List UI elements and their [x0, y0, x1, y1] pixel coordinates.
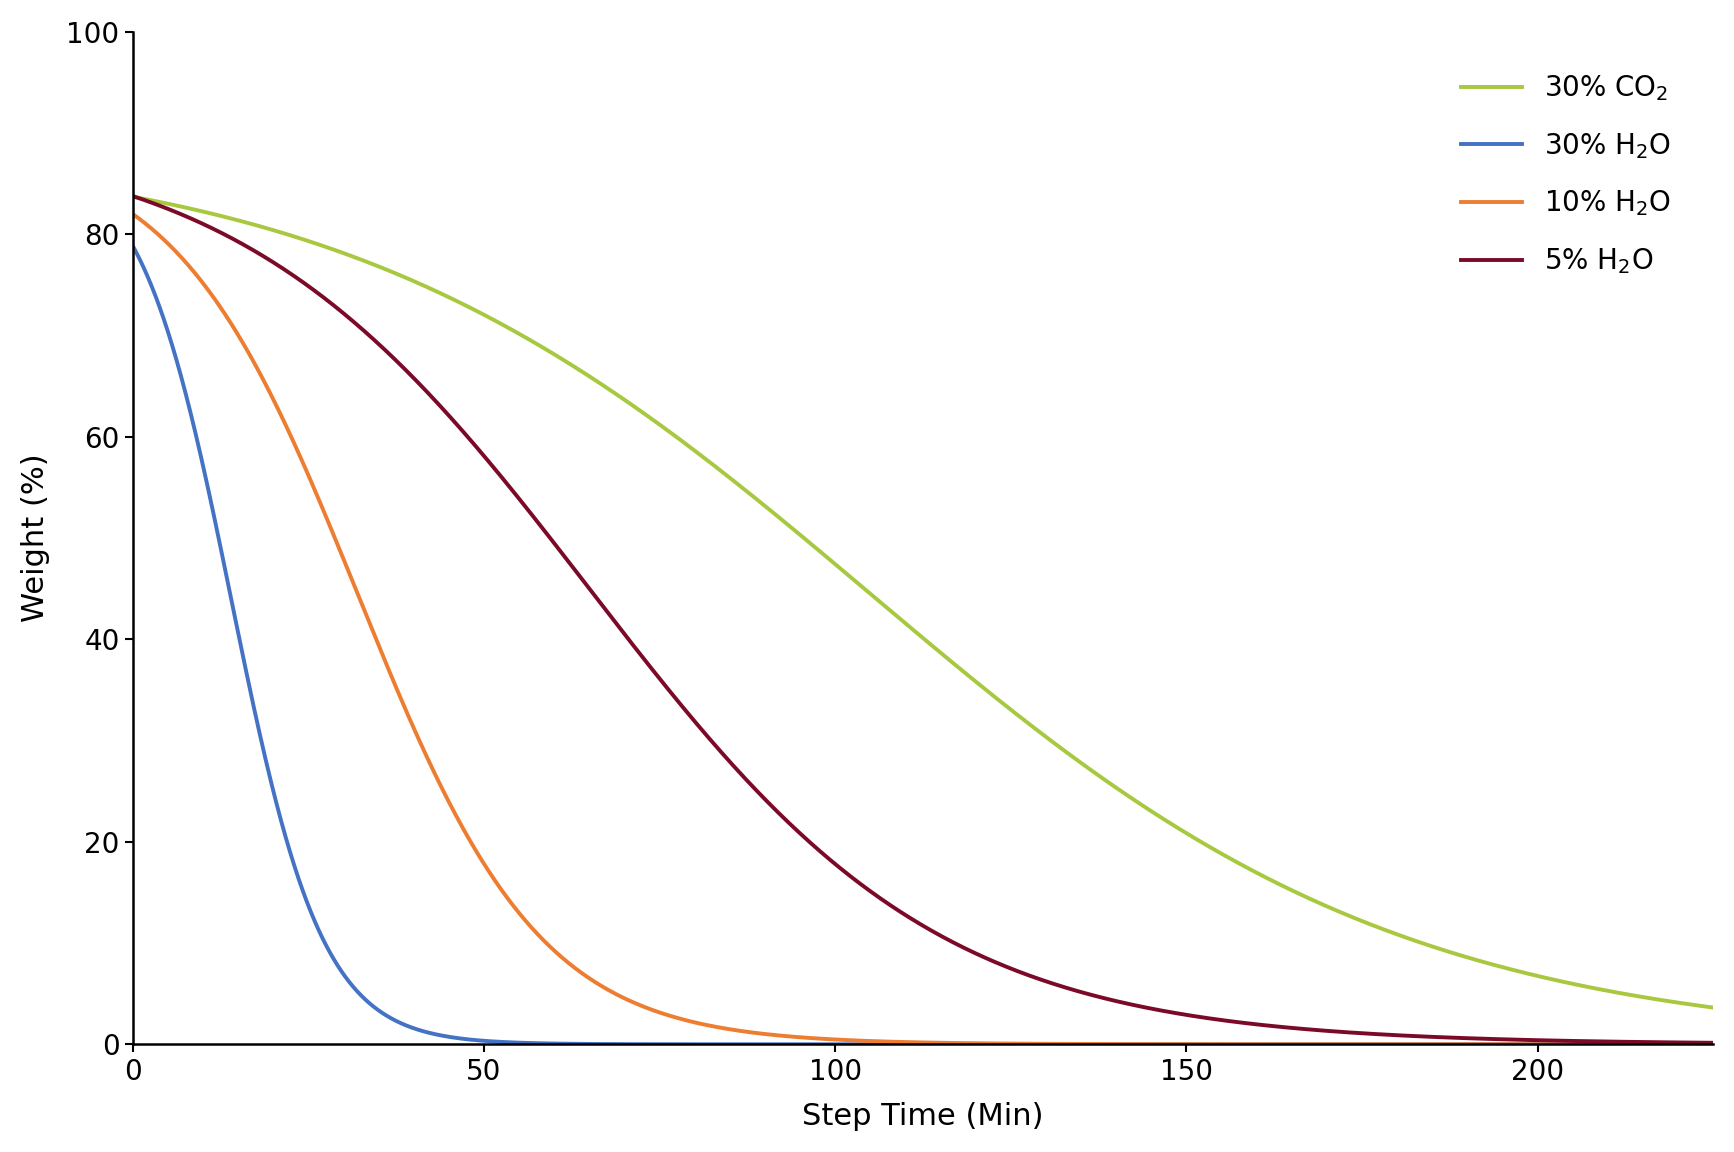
X-axis label: Step Time (Min): Step Time (Min) [803, 1102, 1044, 1131]
30% CO$_2$ [1302, 893, 1323, 907]
30% CO$_2$ [409, 276, 430, 290]
5% H$_2$O [1703, 1036, 1724, 1049]
10% H$_2$O [1422, 1038, 1443, 1052]
Line: 30% CO$_2$: 30% CO$_2$ [134, 197, 1713, 1008]
30% CO$_2$ [727, 476, 747, 490]
5% H$_2$O [1150, 1003, 1170, 1017]
30% CO$_2$ [1150, 810, 1170, 824]
30% H$_2$O [727, 1038, 747, 1052]
5% H$_2$O [727, 763, 747, 776]
30% H$_2$O [1150, 1038, 1170, 1052]
30% H$_2$O [1070, 1038, 1091, 1052]
30% CO$_2$ [1422, 940, 1443, 954]
10% H$_2$O [1302, 1037, 1323, 1051]
Line: 10% H$_2$O: 10% H$_2$O [134, 214, 1713, 1045]
30% CO$_2$ [123, 190, 144, 204]
5% H$_2$O [1302, 1023, 1323, 1037]
5% H$_2$O [1422, 1030, 1443, 1044]
30% CO$_2$ [1703, 1001, 1724, 1015]
30% CO$_2$ [1070, 756, 1091, 770]
Y-axis label: Weight (%): Weight (%) [21, 454, 50, 622]
30% H$_2$O [1703, 1038, 1724, 1052]
30% H$_2$O [1302, 1038, 1323, 1052]
30% H$_2$O [123, 240, 144, 253]
10% H$_2$O [409, 735, 430, 749]
10% H$_2$O [1070, 1037, 1091, 1051]
5% H$_2$O [1070, 985, 1091, 999]
10% H$_2$O [123, 207, 144, 221]
Line: 30% H$_2$O: 30% H$_2$O [134, 247, 1713, 1045]
Legend: 30% CO$_2$, 30% H$_2$O, 10% H$_2$O, 5% H$_2$O: 30% CO$_2$, 30% H$_2$O, 10% H$_2$O, 5% H… [1434, 46, 1699, 304]
10% H$_2$O [1703, 1038, 1724, 1052]
Line: 5% H$_2$O: 5% H$_2$O [134, 196, 1713, 1043]
30% H$_2$O [1422, 1038, 1443, 1052]
10% H$_2$O [1150, 1037, 1170, 1051]
5% H$_2$O [409, 378, 430, 392]
30% H$_2$O [409, 1023, 430, 1037]
5% H$_2$O [123, 189, 144, 203]
10% H$_2$O [727, 1023, 747, 1037]
